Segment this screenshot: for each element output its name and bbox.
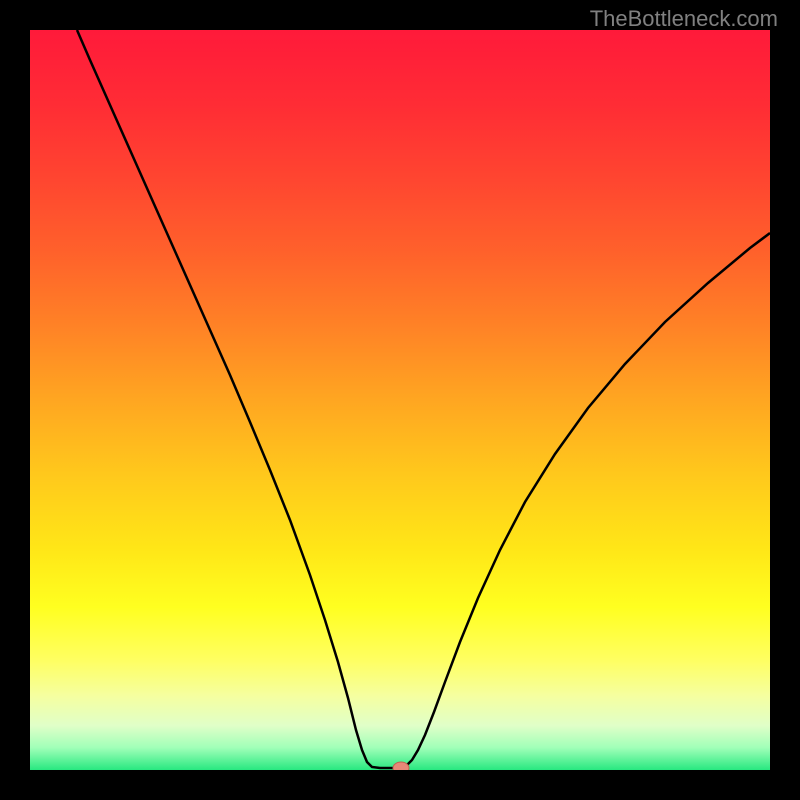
gradient-background xyxy=(30,30,770,770)
chart-frame xyxy=(30,30,770,770)
bottleneck-chart xyxy=(30,30,770,770)
watermark-text: TheBottleneck.com xyxy=(590,6,778,32)
optimal-point-marker xyxy=(393,762,409,770)
